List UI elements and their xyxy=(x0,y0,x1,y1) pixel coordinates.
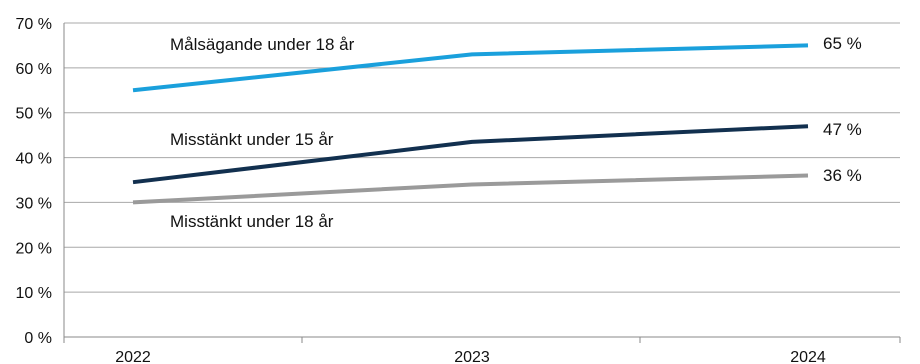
data-label-misstankt-under-18: 36 % xyxy=(823,166,862,185)
series-line-misstankt-under-15 xyxy=(132,124,809,185)
series-label-malsagande-under-18: Målsägande under 18 år xyxy=(170,35,355,54)
data-label-misstankt-under-15: 47 % xyxy=(823,120,862,139)
x-tick-label: 2023 xyxy=(454,349,490,364)
x-tick-label: 2022 xyxy=(115,349,151,364)
y-tick-label: 70 % xyxy=(16,16,52,33)
y-tick-label: 20 % xyxy=(16,240,52,257)
data-label-malsagande-under-18: 65 % xyxy=(823,34,862,53)
y-tick-label: 30 % xyxy=(16,195,52,212)
series-layer xyxy=(132,43,809,205)
series-line-misstankt-under-18 xyxy=(132,173,809,205)
series-label-misstankt-under-18: Misstänkt under 18 år xyxy=(170,212,334,231)
y-tick-label: 0 % xyxy=(24,330,52,347)
series-label-misstankt-under-15: Misstänkt under 15 år xyxy=(170,130,334,149)
y-tick-label: 60 % xyxy=(16,61,52,78)
x-tick-label: 2024 xyxy=(790,349,826,364)
series-line-malsagande-under-18 xyxy=(132,43,809,93)
y-tick-label: 50 % xyxy=(16,106,52,123)
y-tick-label: 40 % xyxy=(16,151,52,168)
label-layer: Målsägande under 18 år Misstänkt under 15… xyxy=(170,34,862,231)
axis-layer: 0 % 10 % 20 % 30 % 40 % 50 % 60 % 70 % 2022 2023 2… xyxy=(16,16,901,364)
grid-layer xyxy=(64,22,900,293)
y-tick-label: 10 % xyxy=(16,285,52,302)
